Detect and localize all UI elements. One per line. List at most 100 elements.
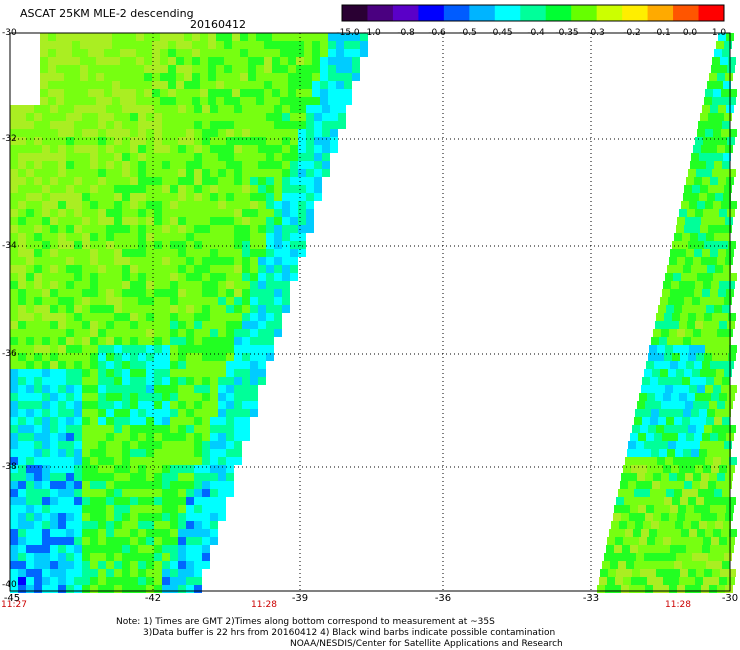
data-cell — [646, 505, 654, 513]
data-cell — [194, 585, 202, 593]
data-cell — [649, 457, 657, 465]
data-cell — [290, 161, 298, 169]
data-cell — [98, 385, 106, 393]
data-cell — [130, 145, 138, 153]
data-cell — [724, 441, 732, 449]
data-cell — [306, 217, 314, 225]
data-cell — [703, 537, 711, 545]
data-cell — [677, 401, 685, 409]
data-cell — [666, 377, 674, 385]
data-cell — [122, 489, 130, 497]
data-cell — [106, 225, 114, 233]
data-cell — [154, 505, 162, 513]
data-cell — [258, 345, 266, 353]
data-cell — [122, 353, 130, 361]
data-cell — [18, 369, 26, 377]
data-cell — [202, 145, 210, 153]
data-cell — [82, 401, 90, 409]
data-cell — [240, 89, 248, 97]
note-line-2: 3)Data buffer is 22 hrs from 20160412 4)… — [143, 628, 556, 638]
data-cell — [258, 121, 266, 129]
data-cell — [122, 401, 130, 409]
data-cell — [90, 569, 98, 577]
data-cell — [82, 409, 90, 417]
data-cell — [50, 329, 58, 337]
data-cell — [709, 585, 717, 593]
data-cell — [314, 129, 322, 137]
data-cell — [146, 553, 154, 561]
data-cell — [130, 185, 138, 193]
data-cell — [290, 145, 298, 153]
data-cell — [178, 561, 186, 569]
data-cell — [122, 385, 130, 393]
data-cell — [658, 489, 666, 497]
data-cell — [106, 233, 114, 241]
data-cell — [210, 425, 218, 433]
data-cell — [668, 553, 676, 561]
data-cell — [683, 265, 691, 273]
data-cell — [669, 401, 677, 409]
data-cell — [635, 449, 643, 457]
data-cell — [66, 521, 74, 529]
data-cell — [130, 561, 138, 569]
data-cell — [724, 553, 732, 561]
data-cell — [144, 33, 152, 41]
data-cell — [709, 329, 717, 337]
data-cell — [242, 217, 250, 225]
data-cell — [671, 577, 679, 585]
data-cell — [194, 185, 202, 193]
data-cell — [250, 241, 258, 249]
data-cell — [90, 561, 98, 569]
data-cell — [661, 329, 669, 337]
colorbar-swatch — [418, 5, 445, 21]
data-cell — [200, 97, 208, 105]
data-cell — [10, 433, 18, 441]
data-cell — [682, 377, 690, 385]
data-cell — [170, 353, 178, 361]
data-cell — [705, 457, 713, 465]
data-cell — [26, 105, 34, 113]
data-cell — [82, 393, 90, 401]
data-cell — [90, 193, 98, 201]
data-cell — [160, 33, 168, 41]
data-cell — [314, 185, 322, 193]
data-cell — [670, 545, 678, 553]
data-cell — [154, 225, 162, 233]
data-cell — [663, 281, 671, 289]
data-cell — [336, 97, 344, 105]
data-cell — [80, 65, 88, 73]
data-cell — [184, 57, 192, 65]
data-cell — [72, 81, 80, 89]
data-cell — [186, 529, 194, 537]
data-cell — [623, 577, 631, 585]
data-cell — [178, 113, 186, 121]
data-cell — [320, 81, 328, 89]
data-cell — [706, 377, 714, 385]
data-cell — [242, 209, 250, 217]
data-cell — [58, 449, 66, 457]
data-cell — [26, 361, 34, 369]
data-cell — [274, 233, 282, 241]
data-cell — [314, 105, 322, 113]
data-cell — [122, 377, 130, 385]
data-cell — [194, 225, 202, 233]
data-cell — [628, 481, 636, 489]
data-cell — [58, 545, 66, 553]
data-cell — [256, 33, 264, 41]
data-cell — [130, 273, 138, 281]
data-cell — [681, 457, 689, 465]
data-cell — [210, 321, 218, 329]
data-cell — [90, 545, 98, 553]
data-cell — [250, 129, 258, 137]
data-cell — [702, 249, 710, 257]
data-cell — [74, 369, 82, 377]
data-cell — [218, 489, 226, 497]
data-cell — [264, 97, 272, 105]
data-cell — [258, 233, 266, 241]
data-cell — [138, 585, 146, 593]
data-cell — [10, 537, 18, 545]
data-cell — [186, 321, 194, 329]
data-cell — [42, 497, 50, 505]
data-cell — [703, 209, 711, 217]
data-cell — [728, 497, 736, 505]
